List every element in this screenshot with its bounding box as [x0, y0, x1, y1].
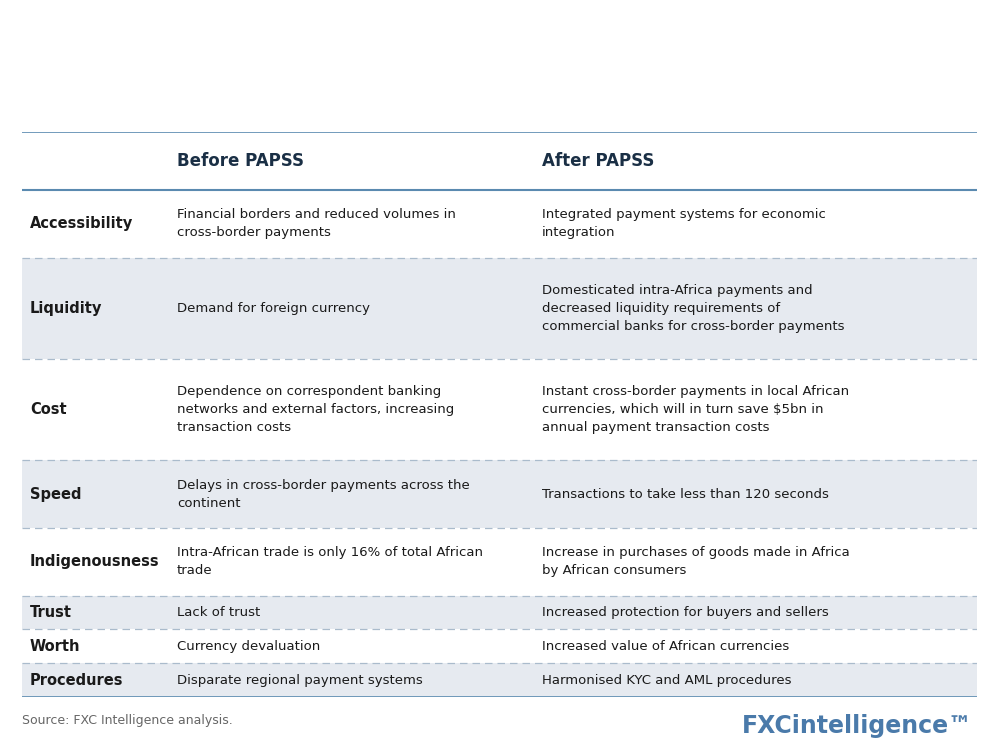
- Text: Delays in cross-border payments across the: Delays in cross-border payments across t…: [177, 479, 470, 491]
- Text: Liquidity: Liquidity: [30, 301, 102, 316]
- Bar: [22, 528, 977, 595]
- Text: by African consumers: by African consumers: [542, 564, 686, 577]
- Text: trade: trade: [177, 564, 213, 577]
- Text: commercial banks for cross-border payments: commercial banks for cross-border paymen…: [542, 320, 844, 333]
- Text: annual payment transaction costs: annual payment transaction costs: [542, 421, 769, 434]
- Bar: [22, 258, 977, 359]
- Text: Demand for foreign currency: Demand for foreign currency: [177, 302, 370, 315]
- Text: decreased liquidity requirements of: decreased liquidity requirements of: [542, 302, 780, 315]
- Text: How PAPSS will improve African cross-border payments and trade: How PAPSS will improve African cross-bor…: [22, 86, 638, 106]
- Bar: [22, 461, 977, 528]
- Text: Intra-African trade is only 16% of total African: Intra-African trade is only 16% of total…: [177, 546, 483, 560]
- Text: Increase in purchases of goods made in Africa: Increase in purchases of goods made in A…: [542, 546, 850, 560]
- Text: Worth: Worth: [30, 639, 81, 654]
- Text: Indigenousness: Indigenousness: [30, 554, 160, 569]
- Text: Instant cross-border payments in local African: Instant cross-border payments in local A…: [542, 385, 849, 398]
- Text: Cost: Cost: [30, 402, 67, 417]
- Text: Harmonised KYC and AML procedures: Harmonised KYC and AML procedures: [542, 673, 791, 687]
- Text: Source: FXC Intelligence analysis.: Source: FXC Intelligence analysis.: [22, 714, 233, 727]
- Text: Dependence on correspondent banking: Dependence on correspondent banking: [177, 385, 442, 398]
- Text: After PAPSS: After PAPSS: [542, 152, 654, 170]
- Bar: [22, 663, 977, 697]
- Text: Domesticated intra-Africa payments and: Domesticated intra-Africa payments and: [542, 284, 812, 297]
- Bar: [22, 595, 977, 629]
- Text: transaction costs: transaction costs: [177, 421, 291, 434]
- Text: currencies, which will in turn save $5bn in: currencies, which will in turn save $5bn…: [542, 403, 823, 416]
- Text: FXCintelligence™: FXCintelligence™: [741, 714, 972, 738]
- Text: networks and external factors, increasing: networks and external factors, increasin…: [177, 403, 455, 416]
- Text: Trust: Trust: [30, 605, 72, 620]
- Text: Disparate regional payment systems: Disparate regional payment systems: [177, 673, 423, 687]
- Text: Increased value of African currencies: Increased value of African currencies: [542, 640, 789, 653]
- Text: integration: integration: [542, 226, 615, 239]
- Text: Speed: Speed: [30, 487, 82, 502]
- Text: Lack of trust: Lack of trust: [177, 606, 261, 619]
- Text: Before PAPSS: Before PAPSS: [177, 152, 304, 170]
- Text: Integrated payment systems for economic: Integrated payment systems for economic: [542, 208, 826, 221]
- Text: Transactions to take less than 120 seconds: Transactions to take less than 120 secon…: [542, 488, 829, 500]
- Text: Currency devaluation: Currency devaluation: [177, 640, 321, 653]
- Text: Accessibility: Accessibility: [30, 216, 133, 231]
- Text: cross-border payments: cross-border payments: [177, 226, 331, 239]
- Text: Procedures: Procedures: [30, 673, 124, 688]
- Bar: [22, 190, 977, 258]
- Text: The impact of the Pan-African Payment and Settlement System: The impact of the Pan-African Payment an…: [22, 36, 999, 64]
- Text: continent: continent: [177, 497, 241, 510]
- Text: Financial borders and reduced volumes in: Financial borders and reduced volumes in: [177, 208, 456, 221]
- Bar: [22, 359, 977, 461]
- Text: Increased protection for buyers and sellers: Increased protection for buyers and sell…: [542, 606, 829, 619]
- Bar: [22, 629, 977, 663]
